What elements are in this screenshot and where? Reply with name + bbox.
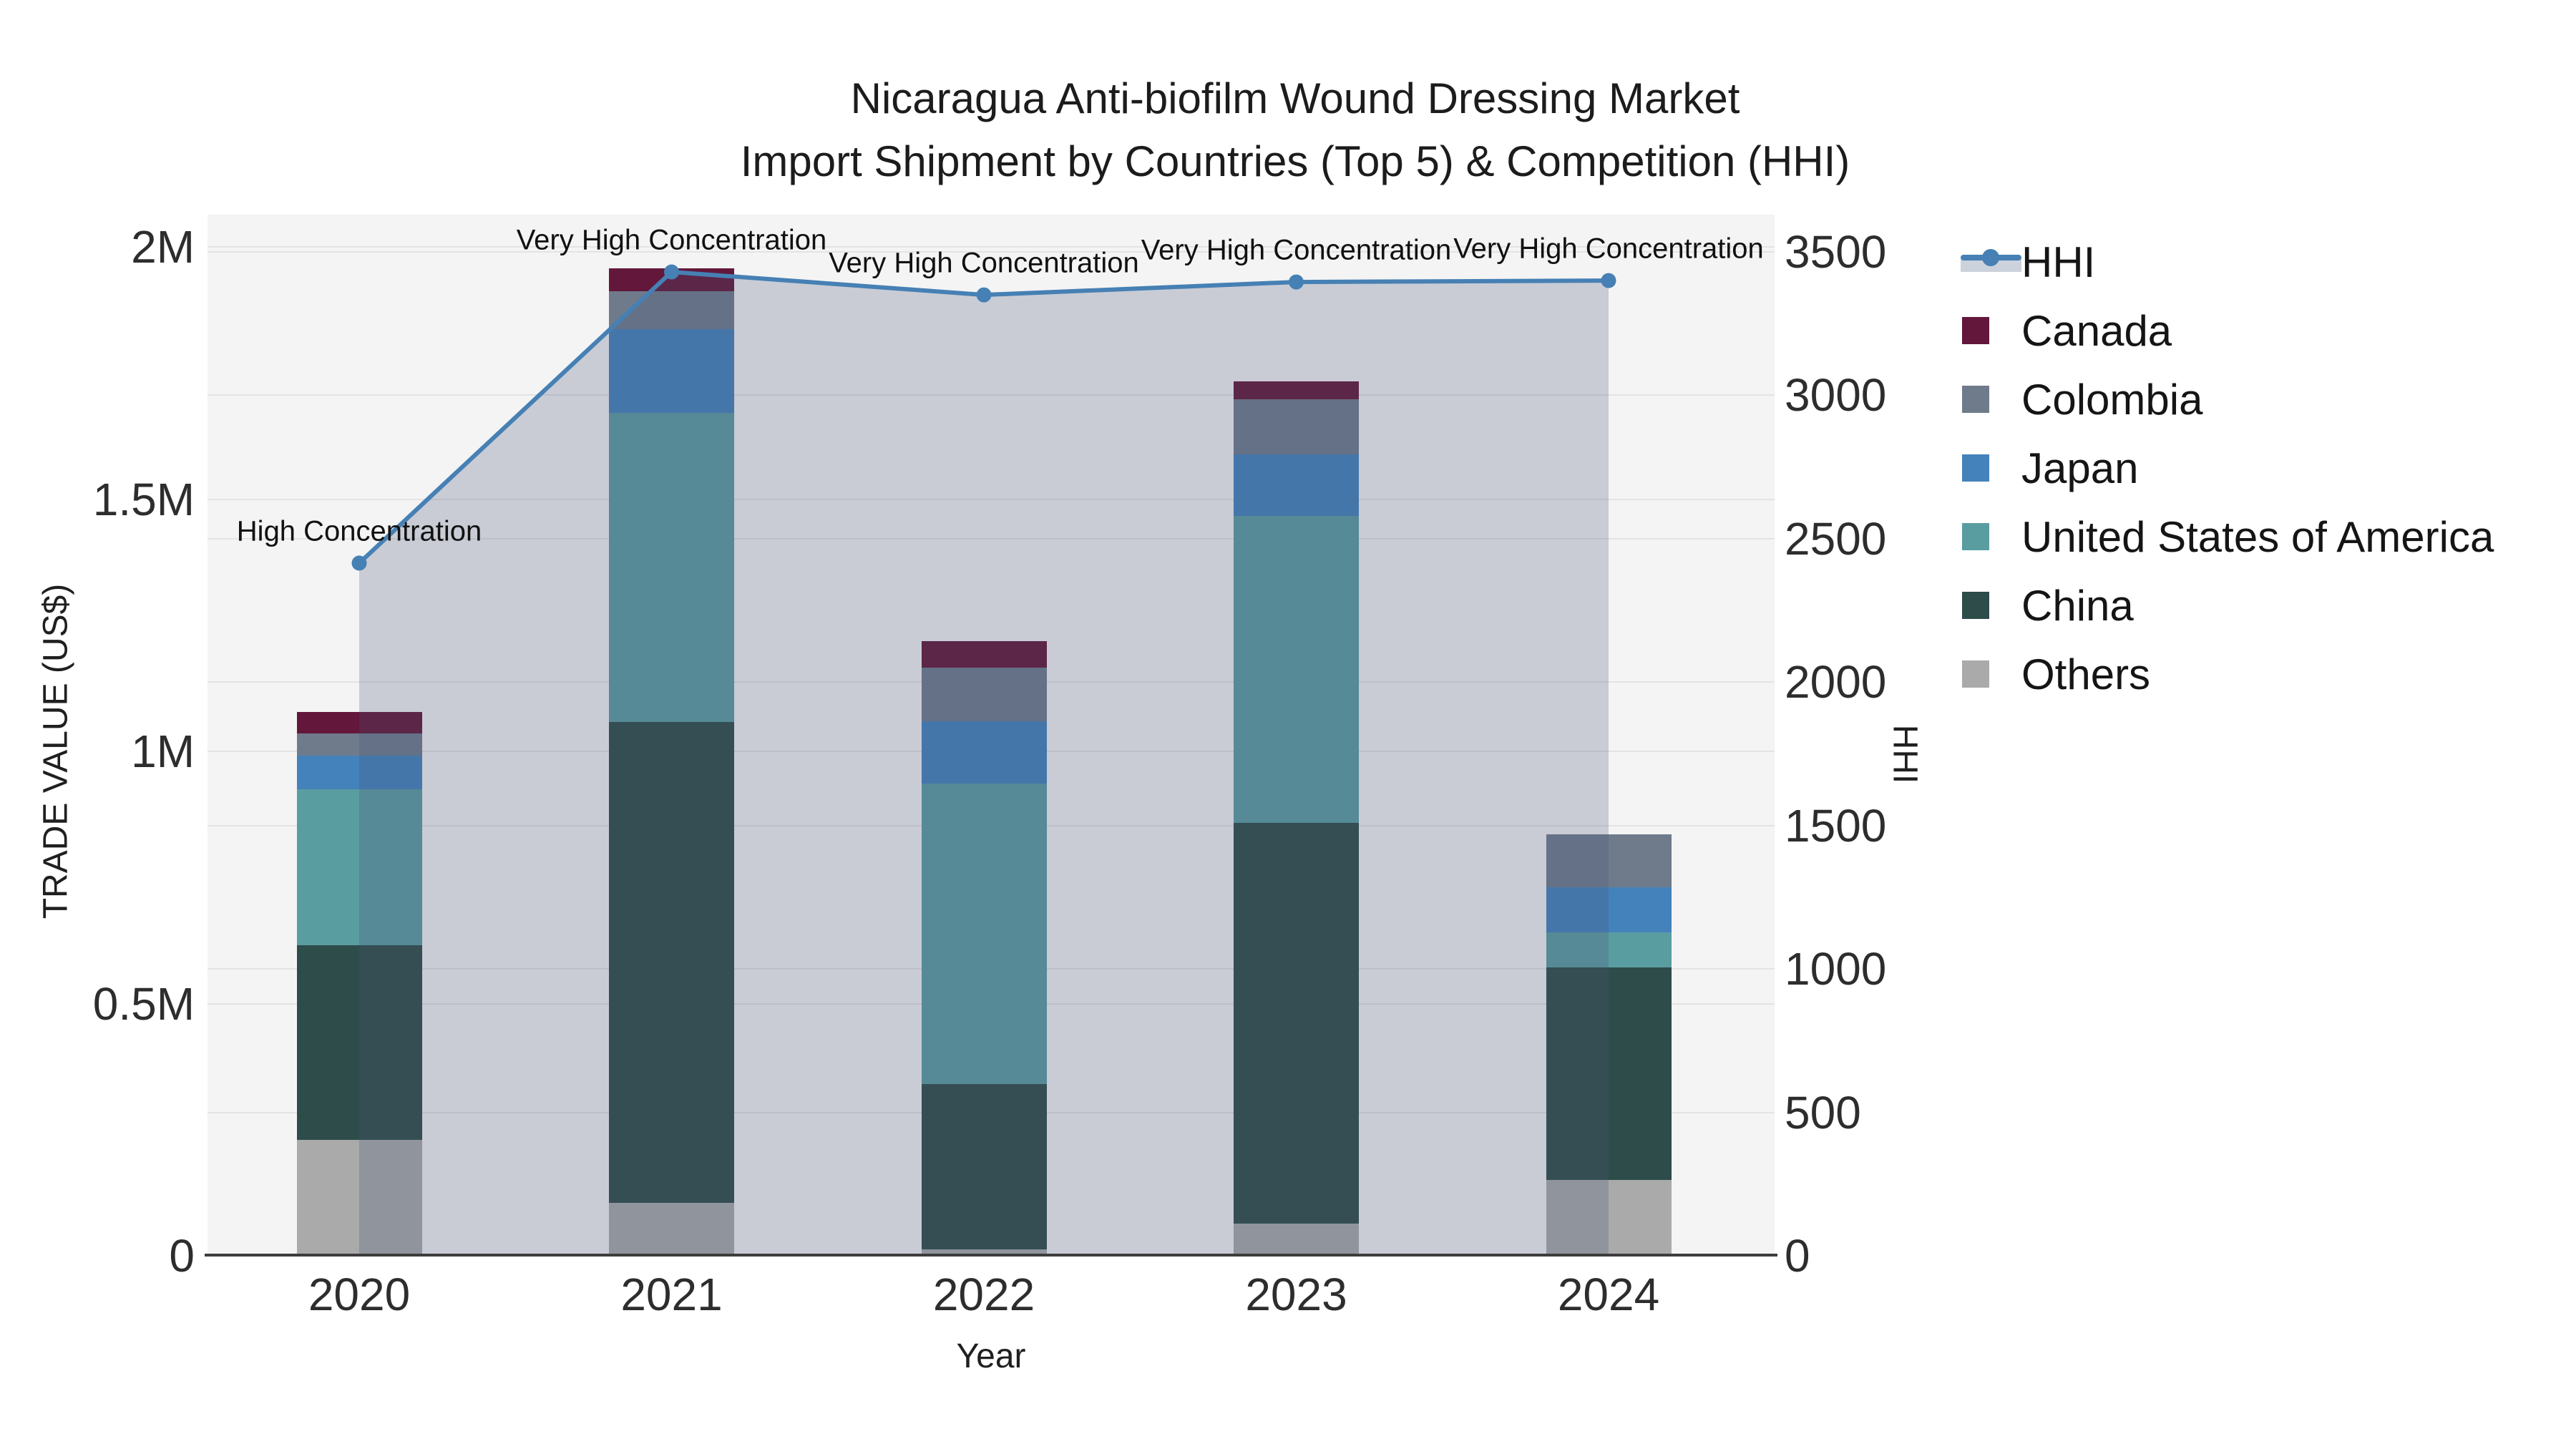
legend-label: Japan <box>2021 444 2139 492</box>
chart-title-line2: Import Shipment by Countries (Top 5) & C… <box>740 137 1850 185</box>
chart-title-line1: Nicaragua Anti-biofilm Wound Dressing Ma… <box>850 74 1740 122</box>
x-tick-2022: 2022 <box>932 1269 1035 1320</box>
bar-segment-united-states-of-america-2021 <box>609 412 734 723</box>
x-tick-2020: 2020 <box>308 1269 411 1320</box>
bar-segment-colombia-2020 <box>296 733 422 756</box>
right-tick-3000: 3000 <box>1785 369 1887 421</box>
annotation-2021: Very High Concentration <box>516 224 827 256</box>
bar-segment-others-2021 <box>609 1202 734 1256</box>
bar-segment-japan-2020 <box>296 755 422 789</box>
annotation-2022: Very High Concentration <box>829 247 1139 279</box>
left-tick-1.5M: 1.5M <box>92 473 195 525</box>
legend-color-swatch <box>1961 447 2021 489</box>
x-axis-title: Year <box>956 1337 1026 1375</box>
bar-segment-others-2020 <box>296 1139 422 1256</box>
bar-segment-others-2023 <box>1234 1223 1359 1256</box>
chart-title: Nicaragua Anti-biofilm Wound Dressing Ma… <box>0 67 2576 193</box>
left-tick-1M: 1M <box>131 726 195 777</box>
legend-marker-dot-icon <box>1982 249 1999 266</box>
gridline-left <box>208 246 1775 248</box>
legend-color-swatch <box>1961 515 2021 558</box>
hhi-marker-2020 <box>351 555 367 571</box>
right-tick-2000: 2000 <box>1785 656 1887 708</box>
right-tick-500: 500 <box>1785 1086 1861 1138</box>
bar-segment-canada-2021 <box>609 268 734 292</box>
bar-segment-china-2023 <box>1234 823 1359 1224</box>
bar-segment-others-2024 <box>1546 1180 1672 1256</box>
legend-swatch-china <box>1962 592 1989 619</box>
legend-item-china[interactable]: China <box>1961 571 2134 640</box>
legend-color-swatch <box>1961 378 2021 421</box>
legend-item-canada[interactable]: Canada <box>1961 296 2172 365</box>
legend-color-swatch <box>1961 584 2021 627</box>
plot-area <box>205 215 1777 1257</box>
bar-segment-canada-2023 <box>1234 381 1359 399</box>
bar-segment-united-states-of-america-2022 <box>921 784 1047 1085</box>
bar-segment-colombia-2022 <box>921 667 1047 722</box>
bar-segment-japan-2024 <box>1546 887 1672 933</box>
right-tick-3500: 3500 <box>1785 226 1887 278</box>
hhi-marker-2023 <box>1289 274 1304 290</box>
gridline-right <box>208 251 1775 253</box>
bar-segment-canada-2022 <box>921 641 1047 668</box>
gridline-left <box>208 498 1775 500</box>
annotation-2020: High Concentration <box>236 515 482 547</box>
x-axis-line <box>205 1254 1777 1257</box>
legend-swatch-colombia <box>1962 386 1989 413</box>
bar-segment-china-2024 <box>1546 967 1672 1181</box>
bar-segment-colombia-2021 <box>609 291 734 329</box>
legend-label: Others <box>2021 650 2151 698</box>
legend-item-hhi[interactable]: HHI <box>1961 228 2095 296</box>
left-tick-0.5M: 0.5M <box>92 977 195 1030</box>
legend-swatch-japan <box>1962 454 1989 482</box>
right-tick-2500: 2500 <box>1785 512 1887 565</box>
legend-label: Canada <box>2021 306 2172 355</box>
legend-label: China <box>2021 581 2134 630</box>
bar-segment-china-2020 <box>296 945 422 1140</box>
left-tick-0: 0 <box>169 1230 195 1282</box>
x-tick-2024: 2024 <box>1557 1269 1660 1320</box>
right-tick-0: 0 <box>1785 1230 1810 1282</box>
legend-item-japan[interactable]: Japan <box>1961 434 2138 502</box>
legend-item-colombia[interactable]: Colombia <box>1961 365 2202 434</box>
right-axis-title: HHI <box>1885 724 1924 784</box>
left-tick-2M: 2M <box>131 221 195 273</box>
legend-color-swatch <box>1961 309 2021 352</box>
legend-color-swatch <box>1961 653 2021 696</box>
bar-segment-japan-2022 <box>921 721 1047 784</box>
legend-label: United States of America <box>2021 512 2494 561</box>
legend-label: Colombia <box>2021 375 2203 424</box>
legend-item-others[interactable]: Others <box>1961 640 2150 708</box>
bar-segment-united-states-of-america-2023 <box>1234 515 1359 824</box>
bar-segment-united-states-of-america-2024 <box>1546 932 1672 968</box>
legend-swatch-canada <box>1962 317 1989 344</box>
hhi-line <box>357 269 1609 565</box>
bar-segment-others-2022 <box>921 1249 1047 1256</box>
annotation-2024: Very High Concentration <box>1453 233 1764 265</box>
x-tick-2023: 2023 <box>1245 1269 1347 1320</box>
legend-swatch-others <box>1962 660 1989 688</box>
gridline-right <box>208 394 1775 396</box>
hhi-marker-2022 <box>976 287 992 303</box>
legend-line-symbol <box>1961 240 2021 283</box>
bar-segment-china-2021 <box>609 722 734 1203</box>
bar-segment-colombia-2023 <box>1234 399 1359 454</box>
bar-segment-japan-2021 <box>609 328 734 413</box>
legend-label: HHI <box>2021 238 2096 286</box>
legend-item-united-states-of-america[interactable]: United States of America <box>1961 502 2494 571</box>
x-tick-2021: 2021 <box>620 1269 723 1320</box>
legend-swatch-united-states-of-america <box>1962 523 1989 550</box>
bar-segment-united-states-of-america-2020 <box>296 789 422 946</box>
right-tick-1500: 1500 <box>1785 799 1887 852</box>
bar-segment-colombia-2024 <box>1546 834 1672 888</box>
bar-segment-canada-2020 <box>296 712 422 734</box>
hhi-marker-2024 <box>1601 273 1616 288</box>
right-tick-1000: 1000 <box>1785 943 1887 995</box>
bar-segment-japan-2023 <box>1234 454 1359 516</box>
bar-segment-china-2022 <box>921 1084 1047 1249</box>
annotation-2023: Very High Concentration <box>1141 234 1452 266</box>
